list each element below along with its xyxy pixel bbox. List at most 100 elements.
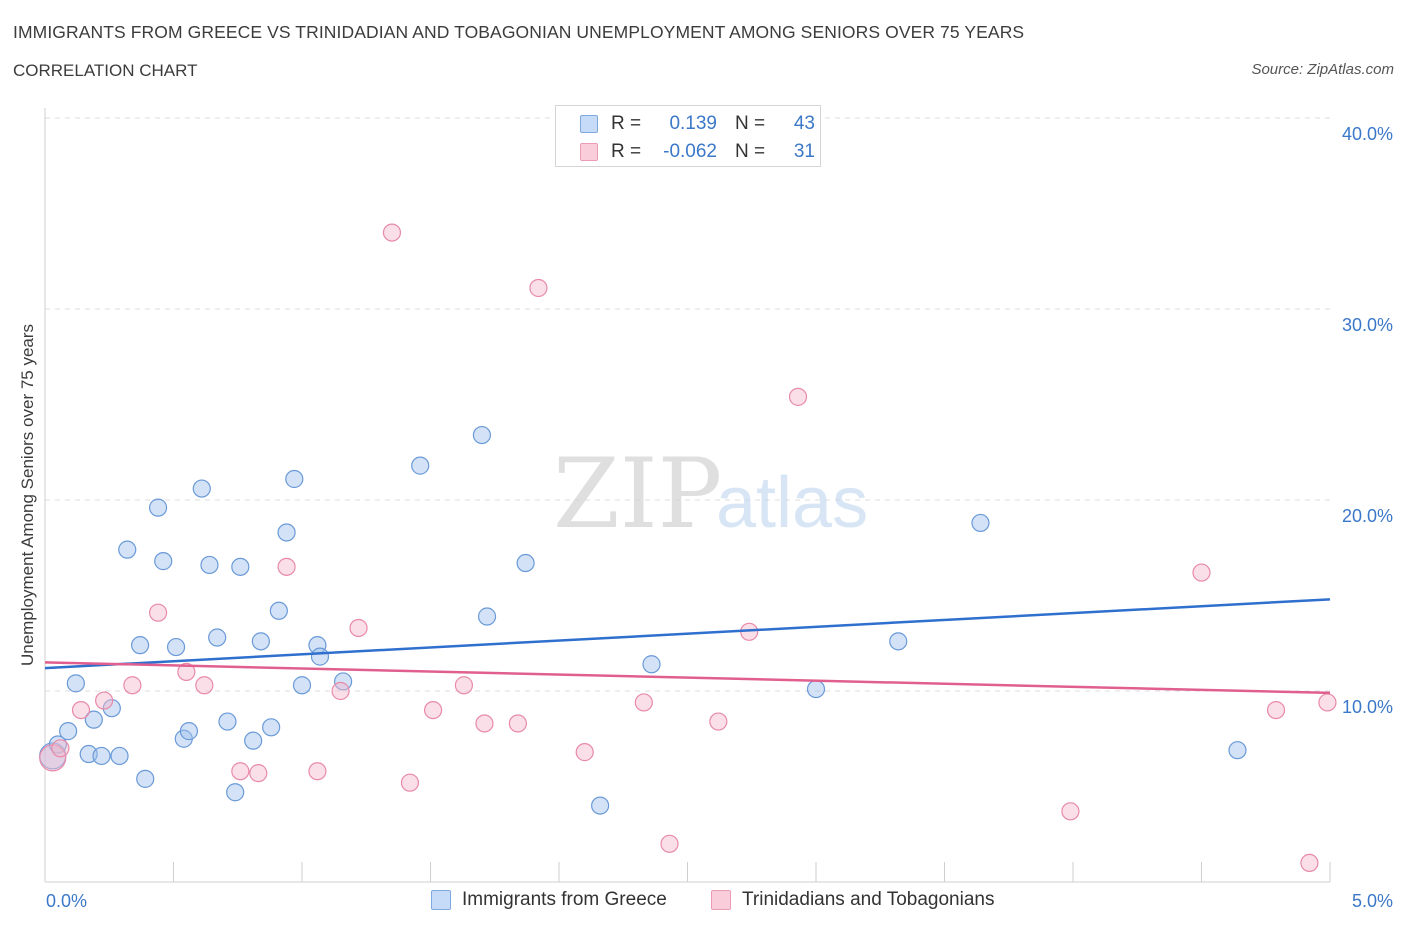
legend-r-value: 0.139 (669, 113, 717, 134)
point-trinidad (788, 387, 808, 406)
point-trinidad (123, 676, 142, 695)
point-trinidad (231, 762, 250, 781)
point-trinidad (349, 618, 368, 638)
point-trinidad (634, 693, 653, 712)
trend-line-trinidad (44, 661, 1331, 695)
watermark-atlas: atlas (716, 463, 868, 543)
point-greece (118, 540, 137, 559)
legend-n-label: N = (735, 113, 766, 134)
point-trinidad (1192, 563, 1211, 582)
point-greece (244, 731, 263, 750)
point-trinidad (400, 773, 420, 792)
legend-n-label: N = (735, 141, 766, 162)
point-greece (251, 632, 270, 651)
legend-swatch-greece (580, 115, 598, 133)
point-trinidad (660, 834, 679, 853)
chart-subtitle: CORRELATION CHART (13, 61, 198, 80)
point-greece (411, 456, 430, 475)
point-greece (84, 710, 103, 729)
point-greece (226, 783, 245, 802)
point-greece (110, 746, 129, 766)
y-tick-label: 30.0% (1342, 315, 1393, 335)
point-greece (231, 557, 250, 576)
point-trinidad (1318, 693, 1337, 712)
point-greece (66, 674, 85, 693)
series-name-greece: Immigrants from Greece (462, 889, 667, 910)
point-greece (218, 712, 237, 731)
data-points (39, 223, 1337, 873)
point-trinidad (709, 712, 728, 731)
legend-swatch-trinidad (580, 143, 598, 161)
point-greece (179, 722, 199, 741)
point-greece (1228, 741, 1247, 760)
series-swatch-greece (431, 890, 451, 910)
y-tick-labels: 10.0% 20.0% 30.0% 40.0% (1342, 124, 1393, 717)
point-trinidad (51, 739, 70, 758)
point-trinidad (308, 762, 327, 781)
point-trinidad (95, 691, 114, 710)
point-trinidad (195, 676, 214, 695)
point-trinidad (423, 700, 443, 720)
y-tick-label: 10.0% (1342, 697, 1393, 717)
legend-r-label: R = (611, 113, 642, 134)
point-trinidad (1061, 802, 1080, 821)
point-trinidad (71, 700, 91, 720)
point-greece (92, 746, 111, 766)
x-tick-label-max: 5.0% (1351, 891, 1393, 911)
point-greece (200, 555, 219, 575)
point-greece (971, 513, 990, 533)
point-greece (154, 552, 173, 571)
point-trinidad (475, 714, 494, 733)
point-trinidad (1266, 700, 1286, 720)
point-greece (285, 469, 304, 489)
source-credit: Source: ZipAtlas.com (1251, 61, 1394, 78)
series-legend-trinidad: Trinidadians and Tobagonians (711, 889, 994, 911)
legend-n-value: 43 (793, 113, 815, 134)
axes (44, 108, 1331, 883)
legend-row-greece: R = 0.139 N = 43 (580, 111, 815, 137)
point-greece (192, 479, 211, 498)
point-trinidad (177, 662, 196, 682)
point-greece (148, 498, 168, 517)
point-greece (130, 636, 150, 655)
point-trinidad (331, 681, 350, 701)
series-name-trinidad: Trinidadians and Tobagonians (742, 889, 995, 910)
correlation-legend: R = 0.139 N = 43 R = -0.062 N = 31 (555, 105, 821, 167)
point-trinidad (249, 764, 268, 783)
series-legend-greece: Immigrants from Greece (431, 889, 667, 911)
point-greece (516, 553, 535, 573)
point-trinidad (382, 223, 402, 242)
point-greece (102, 699, 121, 718)
trend-line-greece (44, 598, 1331, 670)
point-greece (806, 679, 826, 699)
legend-row-trinidad: R = -0.062 N = 31 (580, 139, 815, 165)
point-trinidad (575, 743, 594, 762)
point-trinidad (508, 714, 527, 733)
point-greece (59, 722, 78, 741)
point-greece (277, 523, 296, 542)
watermark-zip: ZIP (553, 438, 722, 550)
point-greece (262, 718, 281, 737)
point-greece (642, 655, 661, 674)
point-greece (472, 425, 491, 445)
point-greece (292, 676, 312, 695)
point-trinidad (277, 557, 296, 576)
point-greece (477, 607, 497, 626)
point-trinidad (529, 278, 548, 298)
point-trinidad (148, 603, 168, 622)
point-greece (889, 632, 908, 651)
legend-r-label: R = (611, 141, 642, 162)
grid-lines (45, 117, 1330, 692)
point-greece (310, 647, 330, 666)
legend-n-value: 31 (793, 141, 815, 162)
point-greece (269, 601, 288, 620)
point-trinidad (1300, 853, 1319, 873)
point-greece (136, 769, 155, 788)
chart-title: IMMIGRANTS FROM GREECE VS TRINIDADIAN AN… (13, 22, 1025, 42)
point-greece (591, 796, 610, 815)
y-tick-label: 40.0% (1342, 124, 1393, 144)
point-greece (166, 637, 186, 657)
x-tick-label-min: 0.0% (46, 891, 88, 911)
legend-r-value: -0.062 (663, 141, 717, 162)
